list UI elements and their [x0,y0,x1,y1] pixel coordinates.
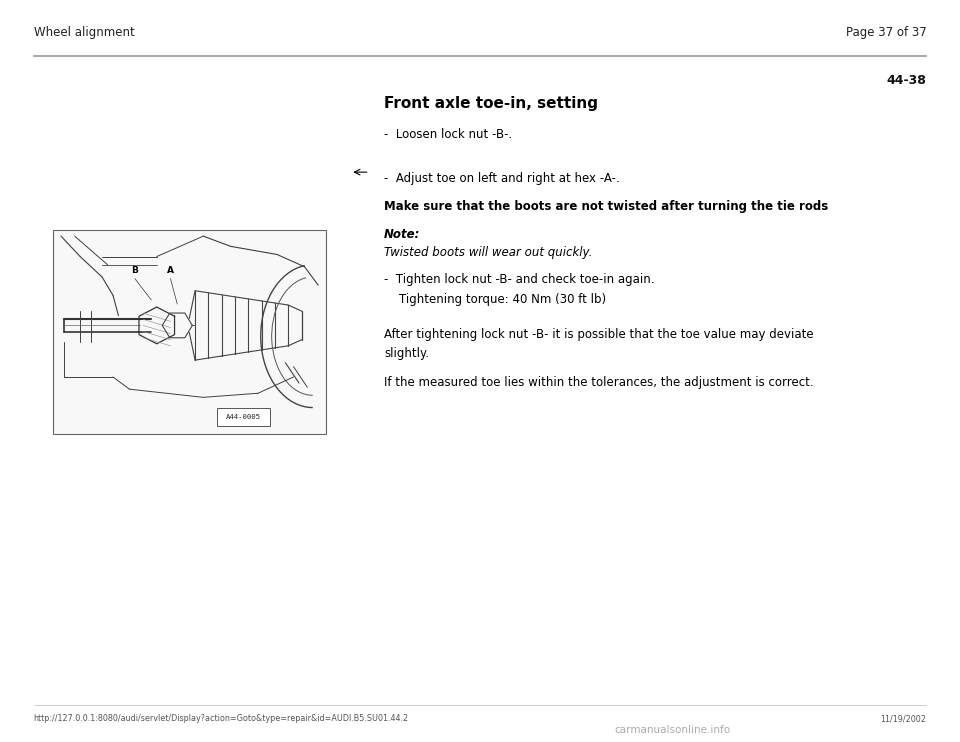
Text: 44-38: 44-38 [886,74,926,88]
Text: Page 37 of 37: Page 37 of 37 [846,26,926,39]
Text: slightly.: slightly. [384,347,429,360]
Text: A: A [167,266,174,275]
Text: -  Adjust toe on left and right at hex -A-.: - Adjust toe on left and right at hex -A… [384,172,620,186]
Text: After tightening lock nut -B- it is possible that the toe value may deviate: After tightening lock nut -B- it is poss… [384,328,814,341]
Bar [53,230,326,434]
Text: -  Loosen lock nut -B-.: - Loosen lock nut -B-. [384,128,513,141]
Text: B: B [132,266,138,275]
Text: Front axle toe-in, setting: Front axle toe-in, setting [384,96,598,111]
Text: http://127.0.0.1:8080/audi/servlet/Display?action=Goto&type=repair&id=AUDI.B5.SU: http://127.0.0.1:8080/audi/servlet/Displ… [34,715,409,723]
Text: If the measured toe lies within the tolerances, the adjustment is correct.: If the measured toe lies within the tole… [384,376,814,390]
Bar [217,407,271,426]
Text: A44-0005: A44-0005 [227,414,261,420]
Text: Twisted boots will wear out quickly.: Twisted boots will wear out quickly. [384,246,592,260]
Text: -  Tighten lock nut -B- and check toe-in again.: - Tighten lock nut -B- and check toe-in … [384,273,655,286]
Text: carmanualsonline.info: carmanualsonline.info [614,725,730,735]
Text: Tightening torque: 40 Nm (30 ft lb): Tightening torque: 40 Nm (30 ft lb) [384,293,606,306]
Text: Make sure that the boots are not twisted after turning the tie rods: Make sure that the boots are not twisted… [384,200,828,214]
Text: Note:: Note: [384,228,420,241]
Text: 11/19/2002: 11/19/2002 [880,715,926,723]
Text: Wheel alignment: Wheel alignment [34,26,134,39]
